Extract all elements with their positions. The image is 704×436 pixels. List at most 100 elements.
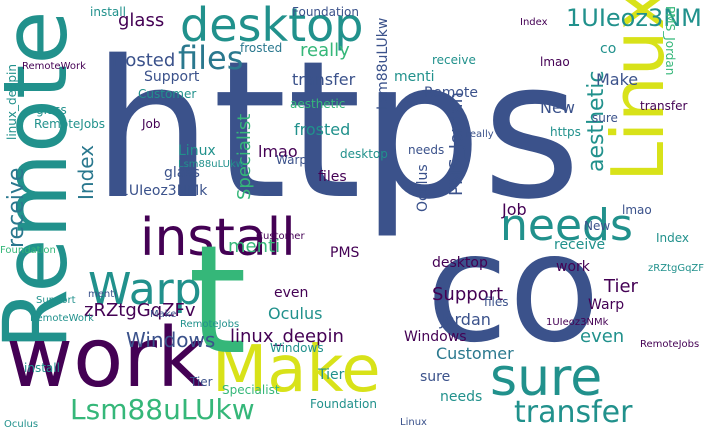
word-oculus-2: Oculus [415, 164, 431, 212]
word-windows-3: Windows [270, 341, 324, 355]
word-install-3: install [24, 361, 60, 375]
word-remote-2: Remote [424, 85, 479, 101]
word-really-2: really [466, 129, 494, 140]
word-remotejobs-3: RemoteJobs [180, 319, 240, 330]
word-index-1: Index [74, 144, 98, 200]
word-make: Make [212, 333, 381, 407]
word-lsm88ulukw-1: Lsm88uLUkw [70, 393, 255, 426]
word-specialist-1: Specialist [234, 113, 255, 200]
word-co: co [426, 202, 601, 376]
word-oculus-3: Oculus [4, 419, 39, 430]
word-lmao-2: lmao [622, 203, 652, 217]
word-windows-2: Windows [404, 329, 467, 345]
word-new-1: New [540, 98, 575, 117]
word-desktop: desktop [180, 0, 364, 52]
word-receive-2: receive [554, 237, 606, 253]
word-linux-2: Linux [178, 143, 216, 159]
word-specialist-2: Specialist [222, 383, 280, 397]
word-needs-3: needs [408, 143, 445, 157]
word-frosted-2: frosted [294, 120, 351, 139]
word-menti-3: menti [88, 289, 117, 300]
word-tier-3: Tier [190, 375, 213, 389]
word-1uieoz3nmk-2: 1UIeoz3NMk [120, 183, 208, 199]
word-transfer-3: transfer [640, 99, 688, 113]
word-foundation-2: Foundation [310, 397, 377, 411]
word-sure-2: sure [420, 369, 451, 385]
word-https: https [92, 20, 582, 241]
word-jordan: Jordan [440, 310, 491, 329]
word-make-3: Make [150, 309, 177, 320]
word-1uieoz3nmk-3: 1UIeoz3NMk [546, 317, 609, 328]
word-transfer-2: transfer [292, 70, 356, 89]
word-files: files [178, 39, 244, 77]
word-https-2: https [550, 125, 581, 139]
word-lmao-1: lmao [258, 142, 298, 161]
word-tier-1: Tier [604, 276, 638, 297]
word-make-2: Make [596, 70, 639, 89]
word-foundation-1: Foundation [292, 5, 359, 19]
word-index-2: Index [520, 17, 548, 28]
word-customer-1: Customer [436, 344, 514, 363]
word-files-2: files [318, 169, 347, 185]
word-sure-3: sure [592, 111, 618, 125]
word-lsm88ulukw-2: Lsm88uLUkw [375, 17, 391, 110]
word-customer-3: Customer [256, 231, 305, 242]
word-install-2: install [90, 5, 126, 19]
word-files-3: files [484, 295, 509, 309]
word-warp-2: Warp [588, 297, 625, 313]
word-remotejobs-1: RemoteJobs [640, 339, 700, 350]
word-even-1: even [580, 326, 625, 347]
word-oculus-1: Oculus [268, 304, 323, 323]
word-desktop-2: desktop [432, 255, 488, 271]
word-work: work [6, 311, 205, 406]
word-work-2: work [556, 259, 590, 275]
word-pms: PMS [330, 245, 360, 261]
word-support-3: Support [36, 295, 76, 306]
word-job-2: Job [142, 117, 161, 131]
word-menti-2: menti [394, 69, 435, 85]
word-glass-1: glass [118, 10, 165, 31]
word-glass-3: glass [36, 103, 67, 117]
word-linux-3: Linux [400, 417, 427, 428]
word-glass-2: glass [164, 165, 200, 181]
word-needs-2: needs [440, 389, 483, 405]
word-frosted-1: frosted [112, 50, 176, 71]
word-even-2: even [274, 285, 309, 301]
word-needs: needs [500, 200, 633, 251]
word-receive-3: receive [432, 53, 476, 67]
word-index-3: Index [656, 231, 690, 245]
word-sure: sure [490, 348, 603, 408]
word-pms-jordan-1: PMS_Jordan [446, 91, 467, 196]
word-co-2: co [600, 41, 617, 57]
word-zrztggqzfv-2: zRZtgGqZFv [648, 263, 704, 274]
word-really-1: really [300, 40, 350, 61]
word-zrztggqzfv-1: zRZtgGqZFv [84, 300, 196, 321]
word-tier-2: Tier [318, 367, 345, 383]
word-warp-3: Warp [276, 153, 308, 167]
word-transfer-1: transfer [514, 395, 633, 430]
word-pms-jordan-2: PMS_Jordan [663, 6, 677, 76]
word-customer-2: Customer [138, 87, 197, 101]
word-lsm88ulukw-3: Lsm88uLUkw [178, 159, 244, 170]
word-aesthetic-2: aesthetic [290, 97, 346, 111]
word-frosted-3: frosted [240, 41, 283, 55]
word-support-1: Support [432, 284, 504, 305]
word-linux-deepin-2: linux_deepin [5, 64, 19, 140]
word-linux-deepin-1: linux_deepin [230, 326, 344, 347]
word-warp: Warp [88, 264, 202, 315]
word-receive-1: receive [4, 167, 29, 248]
word-job-1: Job [502, 200, 527, 219]
word-desktop-3: desktop [340, 147, 388, 161]
word-lmao-3: lmao [540, 55, 570, 69]
word-1uieoz3nmk-1: 1UIeoz3NMk [566, 4, 704, 32]
word-foundation-3: Foundation [0, 245, 56, 256]
word-t: t [188, 214, 247, 388]
word-remotejobs-2: RemoteJobs [34, 117, 106, 131]
word-install: install [140, 208, 296, 268]
word-new-2: New [584, 219, 611, 233]
word-remotework-1: RemoteWork [22, 61, 86, 72]
word-windows-1: Windows [126, 328, 216, 352]
word-remotework-2: RemoteWork [30, 313, 94, 324]
word-menti-1: menti [228, 236, 281, 257]
